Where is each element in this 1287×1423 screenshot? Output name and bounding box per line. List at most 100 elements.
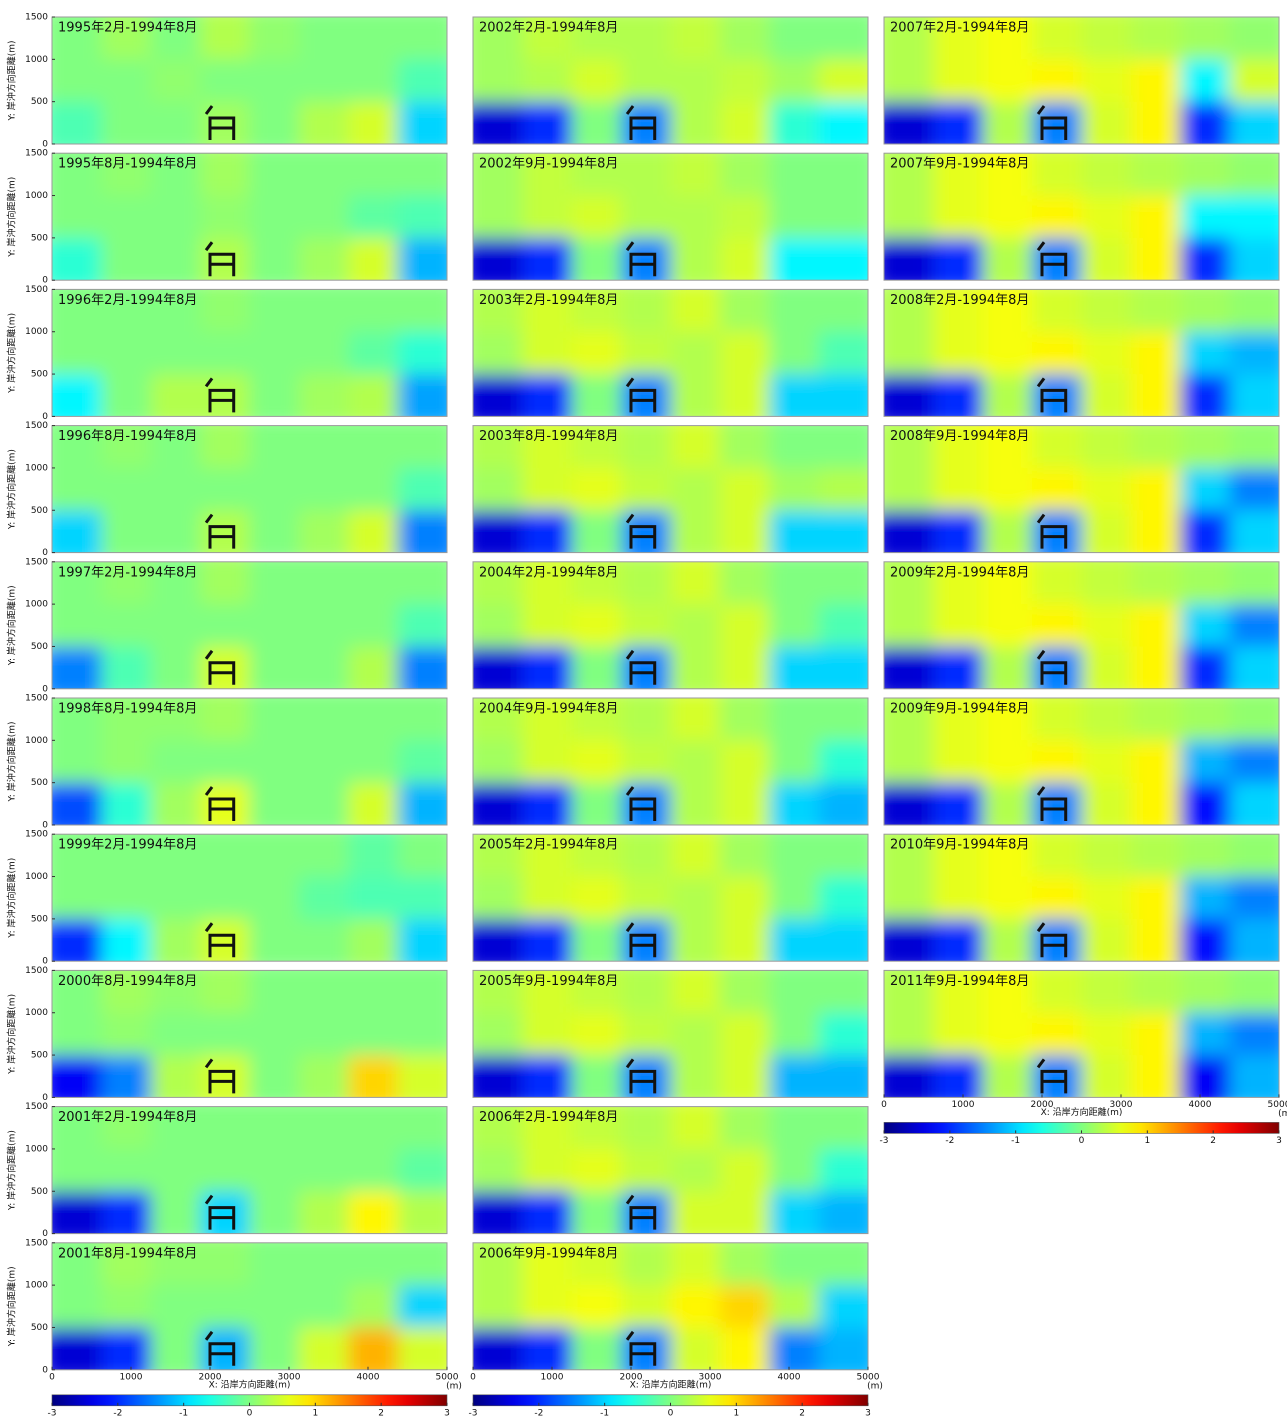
heatmap-cell <box>101 59 152 103</box>
heatmap-cell <box>101 331 152 376</box>
heatmap-cell <box>621 561 672 606</box>
heatmap-cell <box>249 237 300 281</box>
structure <box>625 513 657 549</box>
heatmap-cell <box>571 1285 623 1329</box>
heatmap-cell <box>397 782 447 825</box>
heatmap-cell <box>670 740 721 784</box>
heatmap-cell <box>348 561 399 606</box>
structure <box>204 1194 236 1230</box>
colorbar-tick-label: 0 <box>668 1408 674 1418</box>
heatmap-cell <box>571 510 623 553</box>
heatmap-field <box>884 834 1279 962</box>
panel-frame <box>51 16 448 145</box>
heatmap-cell <box>473 876 524 920</box>
heatmap-cell <box>884 195 935 239</box>
heatmap-field <box>473 970 868 1098</box>
structure <box>1036 241 1068 277</box>
heatmap-cell <box>1180 834 1231 878</box>
heatmap-cell <box>200 1012 251 1057</box>
heatmap-cell <box>52 17 103 61</box>
heatmap-cell <box>348 918 399 962</box>
heatmap-cell <box>249 153 300 197</box>
heatmap-cell <box>884 918 935 962</box>
heatmap-cell <box>1081 195 1132 239</box>
heatmap-cell <box>1180 1055 1231 1098</box>
heatmap-cell <box>769 740 820 784</box>
heatmap-cell <box>1130 561 1182 606</box>
heatmap-cell <box>522 195 573 239</box>
heatmap-cell <box>1180 425 1231 469</box>
x-tick-label: 0 <box>49 1372 55 1382</box>
heatmap-cell <box>522 1242 573 1287</box>
y-tick-label: 500 <box>31 642 48 652</box>
heatmap-cell <box>769 1327 820 1370</box>
heatmap-cell <box>1081 1012 1132 1057</box>
heatmap-cell <box>769 153 820 197</box>
heatmap-cell <box>150 561 202 606</box>
heatmap-cell <box>298 970 350 1014</box>
heatmap-cell <box>769 237 820 281</box>
heatmap-cell <box>52 1327 103 1370</box>
heatmap-cell <box>348 195 399 239</box>
heatmap-cell <box>719 561 771 606</box>
heatmap <box>52 289 447 417</box>
heatmap-cell <box>884 561 935 606</box>
heatmap-cell <box>571 425 623 469</box>
heatmap-cell <box>52 918 103 962</box>
heatmap-cell <box>348 59 399 103</box>
heatmap-cell <box>150 698 202 742</box>
heatmap-cell <box>933 101 984 144</box>
heatmap-cell <box>397 1191 447 1234</box>
heatmap-cell <box>249 1055 300 1098</box>
heatmap-cell <box>200 195 251 239</box>
heatmap-cell <box>621 1012 672 1057</box>
heatmap-cell <box>298 510 350 553</box>
heatmap-cell <box>670 1327 721 1370</box>
heatmap-cell <box>101 425 152 469</box>
heatmap-cell <box>571 834 623 878</box>
heatmap-cell <box>249 425 300 469</box>
heatmap-cell <box>522 467 573 512</box>
x-tick-label: 0 <box>881 1100 887 1110</box>
heatmap-cell <box>473 1055 524 1098</box>
heatmap-cell <box>1081 698 1132 742</box>
colorbar-tick-label: -3 <box>880 1136 889 1146</box>
heatmap-cell <box>473 425 524 469</box>
y-tick-label: 0 <box>42 1093 48 1103</box>
heatmap-cell <box>522 1191 573 1234</box>
heatmap-cell <box>1180 561 1231 606</box>
heatmap-cell <box>52 1012 103 1057</box>
y-tick-label: 0 <box>42 412 48 422</box>
heatmap-cell <box>719 918 771 962</box>
heatmap-cell <box>1032 1012 1083 1057</box>
heatmap-cell <box>982 510 1034 553</box>
heatmap-cell <box>1229 782 1279 825</box>
y-tick-label: 1000 <box>25 736 48 746</box>
heatmap-cell <box>571 646 623 689</box>
heatmap-cell <box>1130 17 1182 61</box>
heatmap-cell <box>397 101 447 144</box>
heatmap-cell <box>397 467 447 512</box>
panel-frame <box>51 561 448 690</box>
structure <box>1036 1058 1068 1094</box>
heatmap-cell <box>933 698 984 742</box>
heatmap-cell <box>52 970 103 1014</box>
heatmap-cell <box>298 782 350 825</box>
heatmap-cell <box>348 782 399 825</box>
heatmap-cell <box>571 195 623 239</box>
colorbar-tick-label: 1 <box>312 1408 318 1418</box>
heatmap-cell <box>522 153 573 197</box>
heatmap-cell <box>933 237 984 281</box>
heatmap-cell <box>52 604 103 648</box>
heatmap-cell <box>200 331 251 376</box>
heatmap-cell <box>101 646 152 689</box>
heatmap-cell <box>473 510 524 553</box>
heatmap-cell <box>982 646 1034 689</box>
heatmap-cell <box>933 510 984 553</box>
heatmap-cell <box>884 1055 935 1098</box>
heatmap-cell <box>1229 195 1279 239</box>
heatmap <box>52 425 447 553</box>
heatmap-cell <box>473 289 524 333</box>
heatmap-cell <box>884 970 935 1014</box>
heatmap-cell <box>397 17 447 61</box>
